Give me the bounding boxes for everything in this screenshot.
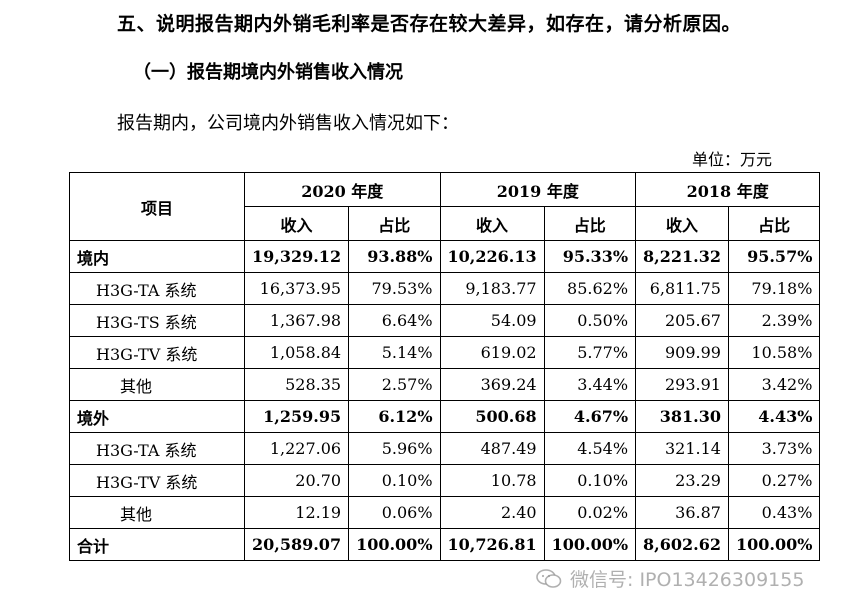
revenue-cell: 10,726.81 xyxy=(439,528,545,561)
table-row: H3G-TV 系统 1,058.84 5.14% 619.02 5.77% 909.99 1… xyxy=(69,336,821,369)
revenue-cell: 909.99 xyxy=(635,336,729,369)
share-cell: 0.10% xyxy=(348,464,441,497)
revenue-cell: 10.78 xyxy=(439,464,545,497)
revenue-cell: 8,221.32 xyxy=(635,240,729,273)
revenue-cell: 487.49 xyxy=(439,432,545,465)
share-cell: 4.43% xyxy=(727,400,821,433)
share-cell: 3.44% xyxy=(543,368,637,401)
share-cell: 95.33% xyxy=(543,240,637,273)
row-label: 合计 xyxy=(69,528,245,561)
row-label: 境外 xyxy=(69,400,245,433)
revenue-cell: 36.87 xyxy=(635,496,729,529)
share-cell: 79.18% xyxy=(727,272,821,305)
watermark-text: 微信号: IPO13426309155 xyxy=(570,569,805,591)
watermark: 微信号: IPO13426309155 xyxy=(536,565,804,592)
revenue-cell: 528.35 xyxy=(243,368,350,401)
revenue-table: 项目 2020 年度 2019 年度 2018 年度 收入 占比 收入 占比 收… xyxy=(69,172,821,561)
share-cell: 5.14% xyxy=(348,336,441,369)
revenue-cell: 293.91 xyxy=(635,368,729,401)
share-cell: 0.27% xyxy=(727,464,821,497)
row-label: H3G-TA 系统 xyxy=(69,432,245,465)
share-cell: 0.10% xyxy=(543,464,637,497)
revenue-cell: 500.68 xyxy=(439,400,545,433)
revenue-header: 收入 xyxy=(243,206,350,241)
share-cell: 6.64% xyxy=(348,304,441,337)
share-cell: 6.12% xyxy=(348,400,441,433)
share-cell: 0.02% xyxy=(543,496,637,529)
revenue-cell: 321.14 xyxy=(635,432,729,465)
revenue-cell: 19,329.12 xyxy=(243,240,350,273)
share-cell: 2.39% xyxy=(727,304,821,337)
row-label: 其他 xyxy=(69,496,245,529)
share-cell: 100.00% xyxy=(543,528,637,561)
table-row: 合计 20,589.07 100.00% 10,726.81 100.00% 8,602.… xyxy=(69,528,821,561)
share-header: 占比 xyxy=(727,206,821,241)
revenue-cell: 205.67 xyxy=(635,304,729,337)
revenue-cell: 1,058.84 xyxy=(243,336,350,369)
share-cell: 4.67% xyxy=(543,400,637,433)
revenue-cell: 8,602.62 xyxy=(635,528,729,561)
share-cell: 3.73% xyxy=(727,432,821,465)
share-cell: 93.88% xyxy=(348,240,441,273)
table-row: H3G-TA 系统 1,227.06 5.96% 487.49 4.54% 321.14 3… xyxy=(69,432,821,465)
unit-label: 单位：万元 xyxy=(691,150,772,169)
revenue-cell: 54.09 xyxy=(439,304,545,337)
intro-text: 报告期内，公司境内外销售收入情况如下： xyxy=(117,113,459,134)
row-label: H3G-TS 系统 xyxy=(69,304,245,337)
year-header-2019: 2019 年度 xyxy=(439,172,637,207)
share-header: 占比 xyxy=(543,206,637,241)
table-body: 境内 19,329.12 93.88% 10,226.13 95.33% 8,221.32… xyxy=(69,240,821,561)
share-cell: 0.43% xyxy=(727,496,821,529)
revenue-cell: 1,227.06 xyxy=(243,432,350,465)
share-cell: 100.00% xyxy=(348,528,441,561)
revenue-cell: 12.19 xyxy=(243,496,350,529)
revenue-cell: 20.70 xyxy=(243,464,350,497)
table-row: 其他 528.35 2.57% 369.24 3.44% 293.91 3.42% xyxy=(69,368,821,401)
table-row: H3G-TA 系统 16,373.95 79.53% 9,183.77 85.62% 6,… xyxy=(69,272,821,305)
item-header: 项目 xyxy=(69,172,245,241)
section-heading: 五、说明报告期内外销毛利率是否存在较大差异，如存在，请分析原因。 xyxy=(117,13,742,35)
revenue-cell: 619.02 xyxy=(439,336,545,369)
share-cell: 2.57% xyxy=(348,368,441,401)
revenue-cell: 1,259.95 xyxy=(243,400,350,433)
row-label: H3G-TA 系统 xyxy=(69,272,245,305)
subsection-heading: （一）报告期境内外销售收入情况 xyxy=(133,62,403,83)
revenue-cell: 6,811.75 xyxy=(635,272,729,305)
revenue-cell: 9,183.77 xyxy=(439,272,545,305)
year-header-2018: 2018 年度 xyxy=(635,172,821,207)
row-label: 境内 xyxy=(69,240,245,273)
revenue-header: 收入 xyxy=(635,206,729,241)
share-cell: 100.00% xyxy=(727,528,821,561)
share-cell: 85.62% xyxy=(543,272,637,305)
revenue-cell: 20,589.07 xyxy=(243,528,350,561)
row-label: H3G-TV 系统 xyxy=(69,336,245,369)
wechat-icon xyxy=(536,569,562,588)
row-label: 其他 xyxy=(69,368,245,401)
share-cell: 10.58% xyxy=(727,336,821,369)
share-cell: 0.06% xyxy=(348,496,441,529)
table-row: 境外 1,259.95 6.12% 500.68 4.67% 381.30 4.43% xyxy=(69,400,821,433)
share-header: 占比 xyxy=(348,206,441,241)
revenue-cell: 2.40 xyxy=(439,496,545,529)
row-label: H3G-TV 系统 xyxy=(69,464,245,497)
revenue-header: 收入 xyxy=(439,206,545,241)
revenue-cell: 1,367.98 xyxy=(243,304,350,337)
table-row: H3G-TS 系统 1,367.98 6.64% 54.09 0.50% 205.67 2.… xyxy=(69,304,821,337)
share-cell: 0.50% xyxy=(543,304,637,337)
share-cell: 3.42% xyxy=(727,368,821,401)
revenue-cell: 10,226.13 xyxy=(439,240,545,273)
share-cell: 5.96% xyxy=(348,432,441,465)
table-row: 其他 12.19 0.06% 2.40 0.02% 36.87 0.43% xyxy=(69,496,821,529)
share-cell: 5.77% xyxy=(543,336,637,369)
share-cell: 95.57% xyxy=(727,240,821,273)
share-cell: 4.54% xyxy=(543,432,637,465)
revenue-cell: 23.29 xyxy=(635,464,729,497)
revenue-cell: 369.24 xyxy=(439,368,545,401)
revenue-cell: 16,373.95 xyxy=(243,272,350,305)
table-row: H3G-TV 系统 20.70 0.10% 10.78 0.10% 23.29 0.27% xyxy=(69,464,821,497)
table-row: 境内 19,329.12 93.88% 10,226.13 95.33% 8,221.32… xyxy=(69,240,821,273)
year-header-2020: 2020 年度 xyxy=(244,172,441,207)
revenue-cell: 381.30 xyxy=(635,400,729,433)
share-cell: 79.53% xyxy=(348,272,441,305)
